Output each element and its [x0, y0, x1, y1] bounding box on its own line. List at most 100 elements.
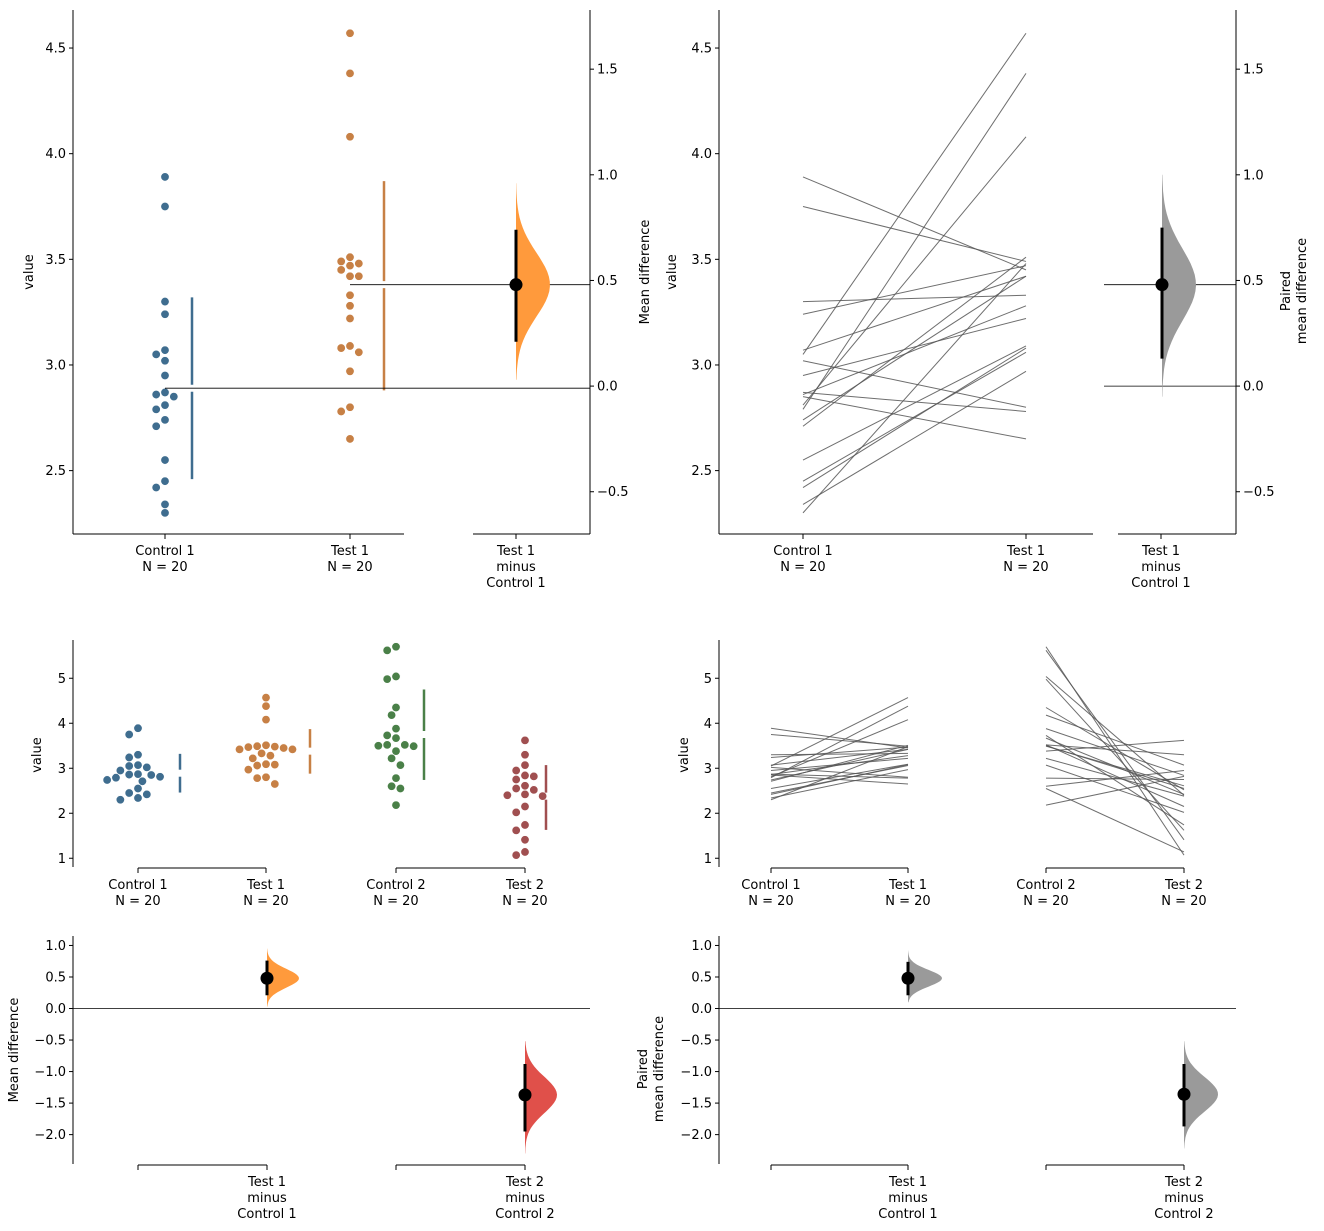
panel3-test1-point — [265, 751, 275, 761]
panel3-test2-point — [520, 820, 530, 830]
panel4-paired-line — [770, 697, 909, 767]
panel3-test2-point — [520, 781, 530, 791]
panel3-test1-point — [243, 765, 253, 775]
panel1-control1-point — [160, 371, 170, 381]
panel2-ylabel: value — [665, 254, 680, 290]
panel3-ylabel: value — [30, 737, 45, 773]
panel2-paired-line — [802, 370, 1027, 505]
panel5-left-axis-tick-label: 1.0 — [45, 939, 66, 954]
panel1-test1-point — [345, 68, 355, 78]
panel3-control2-point — [391, 702, 401, 712]
panel3-test2-point — [520, 735, 530, 745]
panel2-x-tick-label: minus — [1141, 560, 1181, 575]
panel3-test1-point — [261, 715, 271, 725]
panel6-x-tick-label: Control 1 — [878, 1207, 937, 1222]
panel6-left-axis-tick-label: −0.5 — [680, 1034, 712, 1049]
panel2-effect-distribution — [1162, 174, 1196, 397]
panel3-test1-point — [257, 748, 267, 758]
panel3-control1-point — [124, 761, 134, 771]
panel1-test1-point — [345, 271, 355, 281]
panel6-x-tick-label: Test 2 — [1164, 1175, 1203, 1190]
panel1-ylabel: value — [22, 254, 37, 290]
panel2-left-axis-tick-label: 4.5 — [691, 42, 712, 57]
panel3-control2-point — [391, 642, 401, 652]
panel3-control2-point — [387, 710, 397, 720]
panel2-right-axis-tick-label: 0.0 — [1243, 380, 1264, 395]
panel1-control1-point — [160, 415, 170, 425]
panel1-right-axis-tick-label: 1.0 — [597, 168, 618, 183]
panel3-test1-point — [270, 742, 280, 752]
panel1-control1-point — [160, 499, 170, 509]
panel3-control2-point — [391, 671, 401, 681]
panel5-left-axis-tick-label: 0.5 — [45, 970, 66, 985]
panel2-paired-line — [802, 305, 1027, 396]
panel2-paired-line — [802, 391, 1027, 412]
panel2-right-ylabel: Paired — [1279, 271, 1294, 311]
panel3-test2-point — [511, 774, 521, 784]
panel2-paired-line — [802, 265, 1027, 315]
panel1-test1-point — [345, 434, 355, 444]
panel2-x-tick-label: Control 1 — [1131, 576, 1190, 591]
panel1-x-tick-label: minus — [496, 560, 536, 575]
panel3-left-axis-tick-label: 4 — [58, 717, 66, 732]
panel3-control1-point — [115, 765, 125, 775]
panel2-x-tick-label: N = 20 — [780, 560, 825, 575]
panel1-right-axis-tick-label: 0.0 — [597, 380, 618, 395]
panel3-control1-point — [133, 723, 143, 733]
panel2-left-axis-tick-label: 3.0 — [691, 358, 712, 373]
panel3-test2-point — [520, 789, 530, 799]
panel6-ylabel: Paired — [636, 1049, 651, 1089]
panel3-test2-point — [520, 801, 530, 811]
panel4-paired-line — [770, 727, 909, 749]
panel1-control1-point — [160, 297, 170, 307]
panel4-paired-line — [1045, 757, 1185, 797]
panel4-paired-line — [770, 746, 909, 758]
panel3-control1-point — [133, 769, 143, 779]
panel6-effect-distribution — [908, 950, 942, 1003]
panel4-paired-line — [1045, 650, 1185, 841]
panel2-right-axis-tick-label: −0.5 — [1243, 485, 1275, 500]
panel5-x-tick-label: Control 1 — [237, 1207, 296, 1222]
panel3-control1-point — [142, 789, 152, 799]
panel4-paired-line — [1045, 734, 1185, 826]
panel3-test1-point — [261, 772, 271, 782]
panel3-test1-point — [261, 693, 271, 703]
panel2-right-axis-tick-label: 0.5 — [1243, 274, 1264, 289]
panel5-effect-distribution — [525, 1041, 557, 1154]
panel4-left-axis-tick-label: 4 — [704, 717, 712, 732]
panel1-right-axis-tick-label: 0.5 — [597, 274, 618, 289]
panel2-paired-line — [802, 176, 1027, 271]
panel2-effect-mean-dot — [1155, 278, 1169, 292]
panel1-left-axis-tick-label: 4.5 — [45, 42, 66, 57]
panel3-test2-point — [520, 835, 530, 845]
panel6-left-axis-tick-label: −1.0 — [680, 1065, 712, 1080]
panel3-test2-point — [520, 847, 530, 857]
panel3-control1-point — [124, 729, 134, 739]
panel3-control1-point — [124, 752, 134, 762]
panel1-left-axis-tick-label: 3.5 — [45, 253, 66, 268]
panel2-right-axis-tick-label: 1.0 — [1243, 168, 1264, 183]
panel1-left-axis-tick-label: 3.0 — [45, 358, 66, 373]
panel6-x-tick-label: Test 1 — [888, 1175, 927, 1190]
panel2-right-ylabel: mean difference — [1295, 238, 1310, 344]
panel4-paired-line — [1045, 744, 1185, 807]
panel3-control2-point — [400, 740, 410, 750]
panel4-paired-line — [770, 766, 909, 778]
panel4-x-tick-label: N = 20 — [885, 894, 930, 909]
panel1-x-tick-label: N = 20 — [142, 560, 187, 575]
panel3-x-tick-label: N = 20 — [373, 894, 418, 909]
panel5-effect-mean-dot — [260, 971, 274, 985]
panel2-x-tick-label: N = 20 — [1003, 560, 1048, 575]
panel1-left-axis-tick-label: 2.5 — [45, 464, 66, 479]
panel2-paired-line — [802, 206, 1027, 262]
panel2-x-tick-label: Test 1 — [1006, 544, 1045, 559]
panel1-right-axis-tick-label: −0.5 — [597, 485, 629, 500]
panel5-left-axis-tick-label: −1.5 — [34, 1097, 66, 1112]
panel4-paired-line — [770, 748, 909, 766]
panel3-control2-point — [391, 733, 401, 743]
panel3-test2-point — [502, 790, 512, 800]
panel3-control2-point — [391, 724, 401, 734]
panel2-x-tick-label: Control 1 — [773, 544, 832, 559]
panel4-paired-line — [1045, 707, 1185, 791]
